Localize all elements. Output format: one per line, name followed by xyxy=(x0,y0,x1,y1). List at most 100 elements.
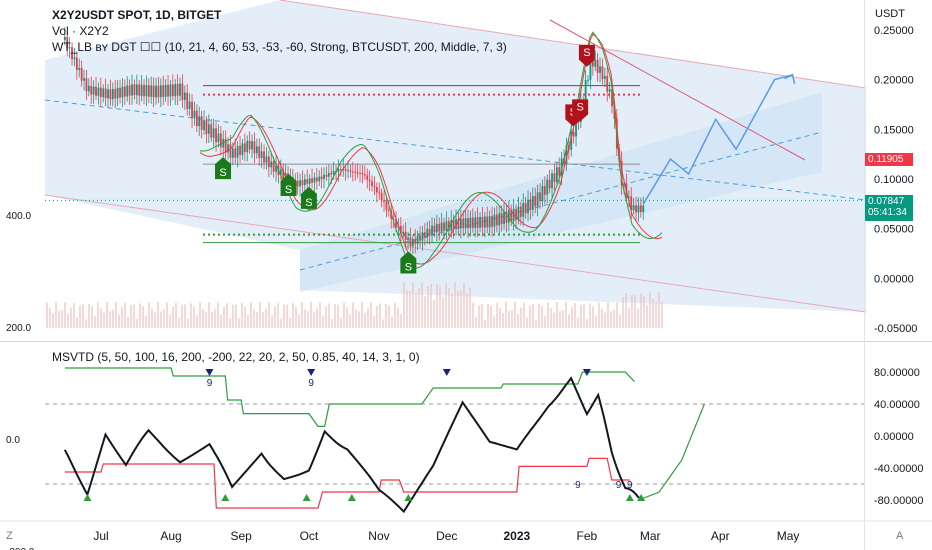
candle-body xyxy=(119,87,121,98)
candle-body xyxy=(97,87,100,96)
candle-body xyxy=(279,169,282,176)
candle-body xyxy=(347,170,349,172)
sell-signal-marker: S xyxy=(572,99,589,122)
timezone-icon[interactable]: Z xyxy=(6,530,13,542)
candle-body xyxy=(539,192,541,202)
volume-bar xyxy=(502,313,504,328)
volume-bar xyxy=(574,302,576,328)
volume-bar xyxy=(445,282,447,328)
volume-bar xyxy=(367,308,369,328)
volume-bar xyxy=(121,307,123,328)
volume-bar xyxy=(154,312,156,328)
volume-bar xyxy=(589,303,591,328)
candle-body xyxy=(510,210,513,222)
volume-bar xyxy=(598,302,600,328)
candle-body xyxy=(402,231,405,234)
volume-bar xyxy=(157,302,159,328)
volume-bar xyxy=(490,305,492,328)
channel-bottom-line xyxy=(44,194,867,313)
buy-signal-marker-label: S xyxy=(285,184,292,196)
candle-body xyxy=(152,85,155,98)
candle-body xyxy=(239,145,241,155)
candle-body xyxy=(570,132,573,150)
candle-body xyxy=(258,146,261,158)
candle-body xyxy=(193,110,196,119)
volume-bar xyxy=(583,304,585,328)
oscillator-left-tick: 200.0 xyxy=(6,323,31,334)
candle-body xyxy=(207,124,210,134)
volume-bar xyxy=(616,302,618,328)
candle-body xyxy=(584,79,587,102)
time-axis-tick: Mar xyxy=(640,529,661,543)
volume-bar xyxy=(277,303,279,328)
candle-body xyxy=(407,237,409,240)
candle-body xyxy=(99,87,102,98)
volume-bar xyxy=(244,306,246,328)
candle-body xyxy=(219,133,222,148)
volume-bar xyxy=(643,296,645,328)
candle-body xyxy=(102,88,105,98)
candle-body xyxy=(251,141,253,150)
auto-scale-icon[interactable]: A xyxy=(896,530,904,542)
oscillator-line xyxy=(63,376,640,514)
buy-triangle xyxy=(83,494,92,501)
candle-body xyxy=(135,84,138,96)
volume-bar xyxy=(541,305,543,328)
price-axis-tick: 0.10000 xyxy=(874,174,914,186)
volume-bar xyxy=(160,311,162,328)
volume-bar xyxy=(355,309,357,328)
candle-body xyxy=(517,206,520,220)
volume-bar xyxy=(118,314,120,328)
volume-bar xyxy=(226,303,228,328)
candle-body xyxy=(212,128,215,138)
candle-body xyxy=(231,148,234,158)
candle-body xyxy=(620,161,623,186)
volume-bar xyxy=(349,314,351,328)
candle-body xyxy=(380,193,383,201)
volume-bar xyxy=(301,302,303,328)
volume-bar xyxy=(475,316,477,328)
candle-body xyxy=(95,86,97,96)
volume-bar xyxy=(136,319,138,328)
candle-body xyxy=(147,85,150,97)
buy-triangle xyxy=(404,494,413,501)
candle-body xyxy=(373,186,376,188)
count-nine-label: 9 xyxy=(575,480,581,491)
volume-bar xyxy=(640,293,642,328)
candle-body xyxy=(234,148,237,158)
oscillator-left-tick: -200.0 xyxy=(6,547,35,550)
volume-bar xyxy=(391,317,393,328)
candle-body xyxy=(323,174,325,180)
volume-bar xyxy=(103,312,105,328)
volume-bar xyxy=(124,302,126,328)
candle-body xyxy=(270,161,273,168)
oscillator-right-tick: 40.00000 xyxy=(874,399,920,411)
candle-body xyxy=(519,206,522,217)
volume-bar xyxy=(112,309,114,328)
candle-body xyxy=(594,59,597,67)
candle-body xyxy=(471,217,474,228)
candle-body xyxy=(133,84,136,96)
volume-bar xyxy=(313,312,315,328)
buy-signal-marker: S xyxy=(215,157,232,180)
volume-bar xyxy=(235,304,237,328)
candle-body xyxy=(601,66,604,80)
volume-bar xyxy=(187,318,189,328)
time-axis-tick: Feb xyxy=(577,529,598,543)
price-tag-red: 0.11905 xyxy=(865,153,913,166)
volume-bar xyxy=(361,302,363,328)
candle-body xyxy=(116,87,119,99)
price-axis-tick: -0.05000 xyxy=(874,323,917,335)
volume-bar xyxy=(493,316,495,328)
candle-body xyxy=(416,235,419,244)
volume-bar xyxy=(58,310,60,328)
volume-bar xyxy=(517,313,519,328)
volume-bar xyxy=(535,319,537,328)
candle-body xyxy=(529,199,532,210)
volume-bar xyxy=(628,307,630,328)
volume-bar xyxy=(148,302,150,328)
candle-body xyxy=(359,172,361,174)
volume-bar xyxy=(619,314,621,328)
buy-signal-marker: S xyxy=(300,186,317,209)
resistance-trendline xyxy=(549,19,806,161)
